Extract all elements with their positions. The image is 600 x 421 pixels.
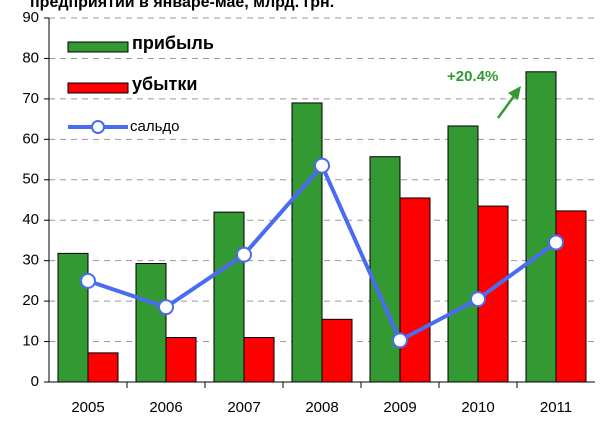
bar [555, 210, 587, 383]
y-tick-label: 70 [22, 90, 39, 107]
legend-swatch [67, 41, 129, 53]
marker [470, 291, 486, 308]
bar [525, 71, 557, 383]
y-tick-label: 80 [22, 49, 39, 66]
marker [392, 332, 408, 349]
chart-title: предприятий в январе-мае, млрд. грн. [30, 0, 334, 11]
bar [165, 337, 197, 383]
y-tick-label: 0 [31, 373, 39, 390]
marker [548, 234, 564, 251]
annotation: +20.4% [447, 68, 498, 85]
bar [399, 197, 431, 383]
legend-label: сальдо [130, 118, 180, 135]
bar [369, 156, 401, 383]
legend-label: убытки [132, 74, 197, 94]
y-tick-label: 60 [22, 130, 39, 147]
x-tick-label: 2009 [383, 399, 416, 416]
bar [477, 205, 509, 383]
y-tick-label: 20 [22, 292, 39, 309]
annotation-arrow [496, 95, 516, 119]
marker [158, 299, 174, 316]
legend-marker [91, 120, 105, 134]
y-tick-label: 50 [22, 171, 39, 188]
bar [135, 262, 167, 383]
bar [213, 211, 245, 383]
x-tick-label: 2007 [227, 399, 260, 416]
y-tick-label: 30 [22, 252, 39, 269]
x-tick-label: 2010 [461, 399, 494, 416]
x-tick-label: 2006 [149, 399, 182, 416]
y-tick-label: 40 [22, 211, 39, 228]
legend-swatch [67, 82, 129, 94]
marker [314, 157, 330, 174]
bar [291, 102, 323, 383]
marker [80, 272, 96, 289]
x-tick-label: 2005 [71, 399, 104, 416]
annotation-arrowhead [508, 86, 521, 100]
y-tick-label: 90 [22, 9, 39, 26]
bar [243, 337, 275, 383]
y-tick-label: 10 [22, 333, 39, 350]
legend-label: прибыль [132, 33, 214, 53]
bar [447, 125, 479, 383]
x-tick-label: 2008 [305, 399, 338, 416]
bar [87, 352, 119, 383]
bar [57, 252, 89, 383]
x-tick-label: 2011 [540, 399, 572, 416]
bar [321, 318, 353, 383]
marker [236, 246, 252, 263]
